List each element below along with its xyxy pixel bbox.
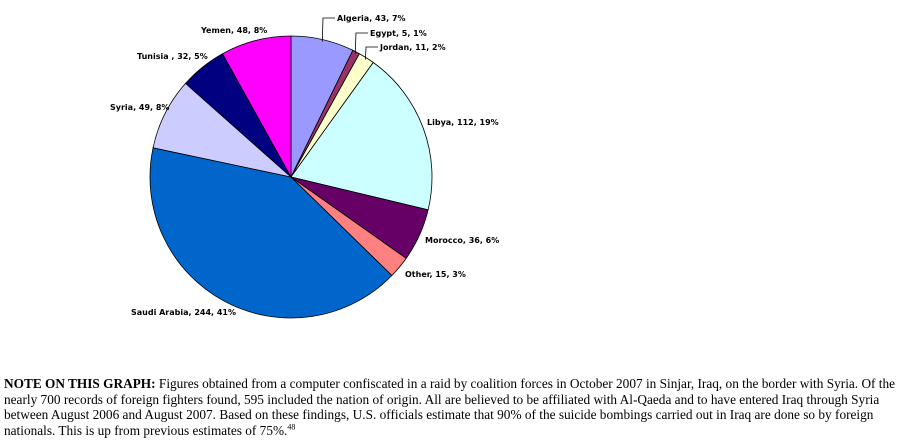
pie-slice-yemen	[222, 35, 292, 179]
slice-label-tunisia: Tunisia , 32, 5%	[137, 52, 208, 61]
pie-slice-saudi-arabia	[149, 147, 393, 319]
graph-note: NOTE ON THIS GRAPH: Figures obtained fro…	[4, 376, 906, 438]
pie-slices	[149, 35, 433, 319]
slice-label-yemen: Yemen, 48, 8%	[200, 26, 267, 35]
note-heading: NOTE ON THIS GRAPH:	[4, 376, 156, 391]
slice-label-jordan: Jordan, 11, 2%	[379, 43, 446, 52]
slice-label-egypt: Egypt, 5, 1%	[370, 29, 427, 38]
leader-line-jordan	[365, 46, 378, 60]
leader-line-egypt	[354, 32, 368, 54]
slice-label-morocco: Morocco, 36, 6%	[425, 236, 499, 245]
pie-slice-libya	[290, 61, 433, 211]
note-body: Figures obtained from a computer confisc…	[4, 376, 896, 438]
slice-labels: Algeria, 43, 7% Egypt, 5, 1% Jordan, 11,…	[110, 14, 499, 317]
slice-label-syria: Syria, 49, 8%	[110, 103, 169, 112]
slice-label-algeria: Algeria, 43, 7%	[337, 14, 406, 23]
slice-label-other: Other, 15, 3%	[405, 270, 466, 279]
slice-label-saudi-arabia: Saudi Arabia, 244, 41%	[131, 308, 236, 317]
footnote-ref: 48	[287, 422, 296, 432]
leader-lines	[321, 17, 378, 60]
slice-label-libya: Libya, 112, 19%	[427, 118, 499, 127]
pie-chart: Algeria, 43, 7% Egypt, 5, 1% Jordan, 11,…	[110, 14, 499, 319]
leader-line-algeria	[321, 17, 335, 42]
